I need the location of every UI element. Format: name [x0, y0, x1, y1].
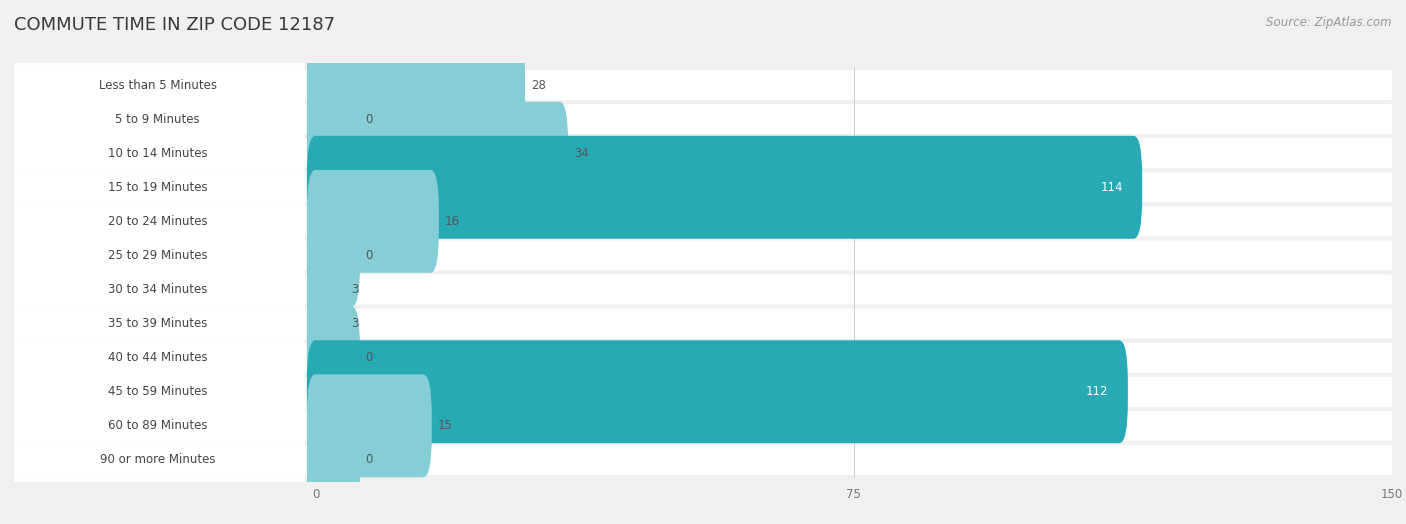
FancyBboxPatch shape	[10, 264, 305, 384]
FancyBboxPatch shape	[307, 204, 360, 307]
FancyBboxPatch shape	[307, 34, 524, 136]
FancyBboxPatch shape	[14, 70, 1392, 100]
Text: 3: 3	[352, 283, 359, 296]
FancyBboxPatch shape	[10, 161, 305, 281]
Text: Less than 5 Minutes: Less than 5 Minutes	[98, 79, 217, 92]
Text: 0: 0	[366, 113, 373, 126]
FancyBboxPatch shape	[14, 309, 1392, 339]
Text: 25 to 29 Minutes: 25 to 29 Minutes	[108, 249, 208, 262]
FancyBboxPatch shape	[14, 411, 1392, 441]
Text: 10 to 14 Minutes: 10 to 14 Minutes	[108, 147, 208, 160]
FancyBboxPatch shape	[14, 377, 1392, 407]
FancyBboxPatch shape	[14, 445, 1392, 475]
FancyBboxPatch shape	[14, 138, 1392, 168]
FancyBboxPatch shape	[10, 332, 305, 452]
FancyBboxPatch shape	[10, 298, 305, 418]
FancyBboxPatch shape	[10, 366, 305, 486]
Text: 0: 0	[366, 453, 373, 466]
FancyBboxPatch shape	[10, 195, 305, 315]
FancyBboxPatch shape	[307, 68, 360, 171]
Text: 60 to 89 Minutes: 60 to 89 Minutes	[108, 419, 207, 432]
Text: 0: 0	[366, 351, 373, 364]
Text: 16: 16	[444, 215, 460, 228]
Text: 28: 28	[531, 79, 546, 92]
FancyBboxPatch shape	[307, 238, 346, 341]
FancyBboxPatch shape	[307, 272, 346, 375]
FancyBboxPatch shape	[307, 136, 1142, 239]
FancyBboxPatch shape	[10, 400, 305, 520]
Text: 5 to 9 Minutes: 5 to 9 Minutes	[115, 113, 200, 126]
Text: COMMUTE TIME IN ZIP CODE 12187: COMMUTE TIME IN ZIP CODE 12187	[14, 16, 335, 34]
FancyBboxPatch shape	[10, 93, 305, 213]
Text: 15 to 19 Minutes: 15 to 19 Minutes	[108, 181, 208, 194]
FancyBboxPatch shape	[14, 343, 1392, 373]
Text: 3: 3	[352, 317, 359, 330]
FancyBboxPatch shape	[307, 306, 360, 409]
FancyBboxPatch shape	[10, 127, 305, 247]
Text: 30 to 34 Minutes: 30 to 34 Minutes	[108, 283, 207, 296]
Text: 35 to 39 Minutes: 35 to 39 Minutes	[108, 317, 207, 330]
FancyBboxPatch shape	[307, 340, 1128, 443]
FancyBboxPatch shape	[14, 275, 1392, 304]
Text: Source: ZipAtlas.com: Source: ZipAtlas.com	[1267, 16, 1392, 29]
Text: 15: 15	[437, 419, 453, 432]
FancyBboxPatch shape	[10, 230, 305, 350]
Text: 45 to 59 Minutes: 45 to 59 Minutes	[108, 385, 207, 398]
FancyBboxPatch shape	[307, 409, 360, 511]
Text: 20 to 24 Minutes: 20 to 24 Minutes	[108, 215, 208, 228]
FancyBboxPatch shape	[14, 172, 1392, 202]
FancyBboxPatch shape	[14, 206, 1392, 236]
Text: 112: 112	[1085, 385, 1108, 398]
FancyBboxPatch shape	[10, 59, 305, 179]
FancyBboxPatch shape	[14, 241, 1392, 270]
Text: 40 to 44 Minutes: 40 to 44 Minutes	[108, 351, 208, 364]
FancyBboxPatch shape	[10, 25, 305, 145]
Text: 114: 114	[1101, 181, 1123, 194]
FancyBboxPatch shape	[14, 104, 1392, 134]
Text: 90 or more Minutes: 90 or more Minutes	[100, 453, 215, 466]
Text: 0: 0	[366, 249, 373, 262]
Text: 34: 34	[574, 147, 589, 160]
FancyBboxPatch shape	[307, 102, 568, 205]
FancyBboxPatch shape	[307, 374, 432, 477]
FancyBboxPatch shape	[307, 170, 439, 273]
